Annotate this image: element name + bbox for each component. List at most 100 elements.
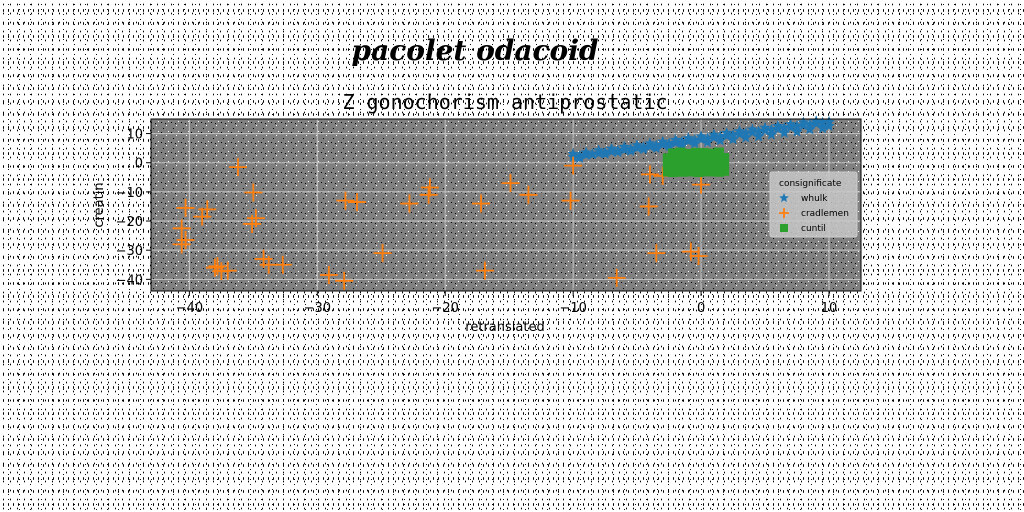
plot-frame: [150, 118, 862, 292]
whulk-point: [580, 146, 592, 158]
whulk-point: [823, 120, 835, 131]
x-tick-label: −30: [304, 301, 331, 316]
cuntil-point: [688, 158, 699, 169]
cuntil-point: [667, 158, 678, 169]
cradlemen-point: [689, 247, 708, 266]
series-whulk: [567, 115, 835, 163]
cradlemen-point: [373, 244, 392, 263]
cuntil-point: [662, 159, 673, 170]
whulk-point: [778, 127, 790, 138]
cradlemen-point: [244, 183, 263, 202]
whulk-point: [727, 133, 739, 145]
x-tick-label: 0: [697, 301, 705, 316]
legend-title: consignificate: [779, 179, 842, 189]
y-tick-label: −40: [116, 273, 143, 288]
cuntil-point: [714, 166, 724, 177]
y-tick-label: 10: [126, 128, 143, 143]
legend-label: whulk: [801, 194, 828, 204]
cuntil-point: [683, 148, 694, 159]
cradlemen-point: [681, 242, 700, 261]
cuntil-point: [703, 162, 714, 173]
whulk-point: [733, 125, 746, 137]
whulk-point: [612, 146, 624, 158]
whulk-point: [746, 123, 758, 135]
cuntil-point: [706, 148, 717, 159]
cuntil-point: [683, 162, 694, 173]
cradlemen-point: [692, 175, 711, 194]
whulk-point: [689, 137, 701, 149]
plot-area: [150, 115, 862, 292]
y-axis-label: creatin: [92, 182, 107, 227]
y-tick-label: 0: [135, 157, 143, 172]
whulk-point: [637, 143, 650, 155]
whulk-point: [586, 148, 599, 160]
cradlemen-point: [193, 207, 212, 226]
cradlemen-point: [208, 257, 227, 276]
cuntil-point: [673, 155, 684, 166]
whulk-point: [573, 152, 586, 163]
figure-suptitle: pacolet odacoid: [352, 34, 599, 67]
whulk-point: [791, 120, 803, 132]
whulk-point: [650, 142, 662, 153]
whulk-point: [593, 144, 605, 156]
cuntil-point: [693, 167, 704, 178]
x-tick-label: 10: [821, 301, 838, 316]
legend-label: cradlemen: [801, 209, 849, 219]
legend-box: [769, 171, 858, 238]
y-tick-label: −30: [116, 244, 143, 259]
whulk-point: [721, 127, 733, 138]
cuntil-point: [678, 166, 689, 177]
cuntil-point: [714, 155, 724, 166]
cuntil-point: [719, 165, 730, 176]
x-tick-label: −40: [176, 301, 203, 316]
cuntil-point: [678, 158, 689, 169]
whulk-point: [753, 130, 765, 142]
whulk-point: [784, 118, 797, 130]
y-tick-label: −10: [116, 186, 143, 201]
whulk-point: [797, 116, 810, 128]
whulk-point: [740, 131, 752, 143]
whulk-point: [804, 123, 816, 135]
whulk-point: [625, 145, 637, 156]
whulk-point: [567, 148, 579, 159]
cuntil-point: [673, 165, 684, 176]
plot-noise: [151, 119, 861, 291]
cradlemen-point: [176, 230, 195, 249]
cradlemen-point: [419, 185, 438, 204]
cradlemen-point: [561, 191, 580, 210]
cradlemen-point: [172, 235, 191, 254]
cradlemen-point: [472, 194, 491, 213]
x-tick-label: −20: [432, 301, 459, 316]
cradlemen-point: [228, 158, 247, 177]
whulk-point: [599, 148, 611, 159]
cuntil-point: [714, 147, 724, 158]
whulk-point: [765, 128, 778, 140]
cradlemen-point: [335, 271, 354, 290]
x-tick-label: −10: [559, 301, 586, 316]
cradlemen-point: [319, 265, 338, 284]
cuntil-point: [698, 165, 709, 176]
cradlemen-point: [607, 268, 626, 287]
cradlemen-point: [639, 197, 658, 216]
cuntil-point: [688, 166, 699, 177]
legend-marker-cradlemen: [779, 208, 789, 218]
whulk-point: [810, 115, 822, 127]
whulk-point: [816, 122, 829, 134]
whulk-point: [759, 121, 771, 133]
whulk-point: [714, 134, 726, 146]
cuntil-point: [667, 148, 678, 159]
data-marks: [172, 115, 835, 290]
whulk-point: [644, 137, 656, 149]
cuntil-point: [698, 159, 709, 170]
series-cradlemen: [172, 156, 711, 290]
y-tick-label: −20: [116, 215, 143, 230]
cuntil-point: [662, 153, 673, 164]
legend-entries: whulk cradlemen cuntil: [779, 193, 849, 234]
grid: [151, 119, 861, 291]
cuntil-point: [719, 158, 730, 169]
cuntil-point: [719, 153, 730, 164]
cradlemen-point: [176, 198, 195, 217]
whulk-point: [682, 132, 694, 144]
whulk-point: [695, 130, 707, 142]
